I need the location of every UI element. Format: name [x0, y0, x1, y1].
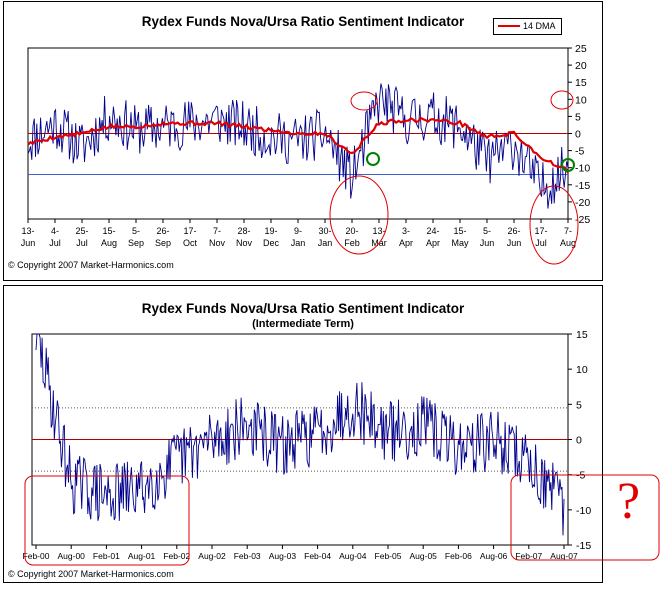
x-tick-label: 26- — [156, 226, 169, 236]
copyright: © Copyright 2007 Market-Harmonics.com — [8, 260, 174, 270]
series-line-14dma — [27, 116, 569, 174]
y-tick-label: 20 — [575, 60, 587, 72]
x-tick-label: Nov — [209, 238, 226, 248]
x-tick-label: Jul — [535, 238, 547, 248]
x-tick-label: 13- — [21, 226, 34, 236]
chart-bottom-plot: 15 10 5 0 -5 -10 -15 Feb-00 Aug-00 Feb-01 Aug-01 Fe… — [23, 329, 592, 561]
x-tick-label: Aug-07 — [550, 551, 578, 561]
x-tick-label: 13- — [372, 226, 385, 236]
x-tick-label: 9- — [294, 226, 302, 236]
x-tick-label: Feb-02 — [163, 551, 190, 561]
x-tick-label: Nov — [236, 238, 253, 248]
x-tick-label: 15- — [102, 226, 115, 236]
x-tick-label: Jun — [480, 238, 495, 248]
x-tick-label: Sep — [128, 238, 144, 248]
x-tick-label: Feb-06 — [445, 551, 472, 561]
x-tick-label: 28- — [237, 226, 250, 236]
y-tick-label: -10 — [576, 505, 591, 517]
x-tick-label: 17- — [183, 226, 196, 236]
legend-label-14dma: 14 DMA — [523, 21, 556, 31]
y-tick-label: -25 — [575, 214, 590, 226]
y-tick-label: -5 — [575, 146, 584, 158]
x-tick-label: 5- — [132, 226, 140, 236]
x-tick-label: Apr — [399, 238, 413, 248]
y-tick-label: 15 — [575, 77, 587, 89]
x-tick-label: Oct — [183, 238, 198, 248]
x-tick-label: Feb-05 — [375, 551, 402, 561]
x-tick-label: Jun — [21, 238, 36, 248]
x-tick-label: 19- — [264, 226, 277, 236]
x-tick-label: Dec — [263, 238, 280, 248]
y-tick-label: 5 — [576, 399, 582, 411]
y-tick-label: -15 — [576, 540, 591, 552]
x-tick-label: 24- — [426, 226, 439, 236]
annotation-ellipse — [350, 91, 378, 111]
x-tick-label: Jul — [49, 238, 61, 248]
x-tick-label: Feb-00 — [23, 551, 50, 561]
x-tick-label: Aug-05 — [409, 551, 437, 561]
x-tick-label: Aug-01 — [128, 551, 156, 561]
legend-swatch-14dma — [498, 25, 520, 27]
annotation-ellipse — [329, 175, 389, 255]
x-tick-label: 5- — [483, 226, 491, 236]
x-tick-label: Aug-03 — [269, 551, 297, 561]
x-tick-label: Feb-01 — [93, 551, 120, 561]
x-tick-label: Aug — [101, 238, 117, 248]
x-tick-label: Aug-06 — [480, 551, 508, 561]
x-tick-label: 7- — [564, 226, 572, 236]
series-line-ratio — [35, 333, 565, 536]
y-tick-label: -10 — [575, 163, 590, 175]
y-tick-label: -5 — [576, 470, 585, 482]
y-tick-label: -15 — [575, 180, 590, 192]
series-line-ratio — [27, 83, 569, 209]
x-tick-label: 25- — [75, 226, 88, 236]
chart-title: Rydex Funds Nova/Ursa Ratio Sentiment In… — [141, 14, 465, 29]
x-tick-label: Feb-03 — [234, 551, 261, 561]
x-tick-label: 3- — [402, 226, 410, 236]
annotation-ellipse — [529, 185, 579, 265]
x-tick-label: Feb — [344, 238, 360, 248]
x-tick-label: 20- — [345, 226, 358, 236]
x-tick-label: Apr — [426, 238, 440, 248]
y-tick-label: 0 — [575, 129, 581, 141]
x-tick-label: 30- — [318, 226, 331, 236]
x-tick-label: Feb-04 — [304, 551, 331, 561]
annotation-circle-green — [366, 152, 380, 166]
x-tick-label: Aug-04 — [339, 551, 367, 561]
question-mark-annotation: ? — [617, 473, 641, 530]
x-tick-label: Jul — [76, 238, 88, 248]
y-tick-label: 0 — [576, 435, 582, 447]
chart-top-plot: 25 20 15 10 5 0 -5 -10 -15 -20 -25 13- Jun 4- Jul 25- Ju… — [21, 43, 590, 265]
chart-title: Rydex Funds Nova/Ursa Ratio Sentiment In… — [141, 301, 465, 316]
chart-panel-top: Rydex Funds Nova/Ursa Ratio Sentiment In… — [3, 1, 603, 281]
x-tick-label: Jan — [318, 238, 333, 248]
chart-legend: 14 DMA — [493, 18, 562, 35]
x-tick-label: Jan — [291, 238, 306, 248]
x-tick-label: Aug — [560, 238, 576, 248]
x-tick-label: Aug-00 — [57, 551, 85, 561]
chart-subtitle: (Intermediate Term) — [252, 318, 354, 330]
x-tick-label: Sep — [155, 238, 171, 248]
x-tick-label: 26- — [507, 226, 520, 236]
x-tick-label: Jun — [507, 238, 522, 248]
x-tick-label: May — [451, 238, 469, 248]
x-tick-label: 7- — [213, 226, 221, 236]
y-tick-label: -20 — [575, 197, 590, 209]
x-tick-label: 15- — [453, 226, 466, 236]
chart-panel-bottom: Rydex Funds Nova/Ursa Ratio Sentiment In… — [3, 285, 603, 583]
x-tick-label: Aug-02 — [198, 551, 226, 561]
y-tick-label: 15 — [576, 329, 588, 341]
x-tick-label: 17- — [534, 226, 547, 236]
copyright: © Copyright 2007 Market-Harmonics.com — [8, 569, 174, 579]
x-tick-label: 4- — [51, 226, 59, 236]
y-tick-label: 5 — [575, 111, 581, 123]
y-tick-label: 10 — [575, 94, 587, 106]
annotation-circle-green — [561, 158, 575, 172]
y-tick-label: 10 — [576, 364, 588, 376]
x-tick-label: Feb-07 — [515, 551, 542, 561]
y-tick-label: 25 — [575, 43, 587, 55]
annotation-ellipse — [550, 90, 574, 110]
